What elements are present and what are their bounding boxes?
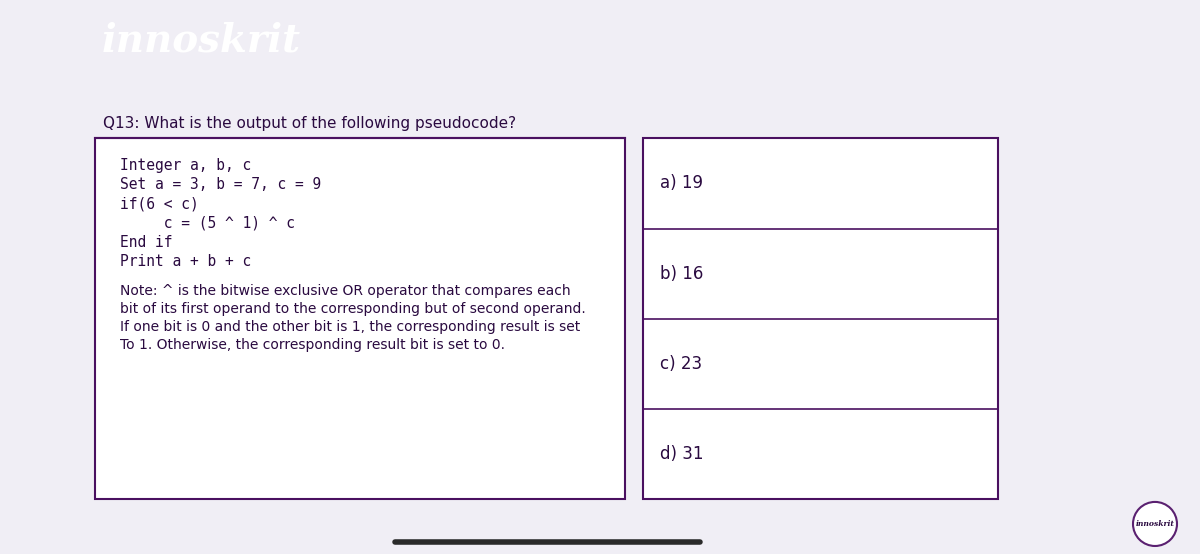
Text: b) 16: b) 16 [660, 265, 703, 283]
Text: Note: ^ is the bitwise exclusive OR operator that compares each: Note: ^ is the bitwise exclusive OR oper… [120, 284, 571, 297]
Text: c = (5 ^ 1) ^ c: c = (5 ^ 1) ^ c [120, 216, 295, 230]
Text: bit of its first operand to the corresponding but of second operand.: bit of its first operand to the correspo… [120, 301, 586, 316]
Text: d) 31: d) 31 [660, 445, 703, 463]
Circle shape [1133, 502, 1177, 546]
Text: innoskrit: innoskrit [1135, 520, 1175, 528]
FancyBboxPatch shape [643, 138, 998, 499]
Text: To 1. Otherwise, the corresponding result bit is set to 0.: To 1. Otherwise, the corresponding resul… [120, 338, 505, 352]
Text: If one bit is 0 and the other bit is 1, the corresponding result is set: If one bit is 0 and the other bit is 1, … [120, 320, 581, 334]
Text: Set a = 3, b = 7, c = 9: Set a = 3, b = 7, c = 9 [120, 177, 322, 192]
Text: a) 19: a) 19 [660, 175, 703, 192]
Text: Print a + b + c: Print a + b + c [120, 254, 251, 269]
Text: Q13: What is the output of the following pseudocode?: Q13: What is the output of the following… [103, 116, 516, 131]
FancyBboxPatch shape [95, 138, 625, 499]
Text: End if: End if [120, 234, 173, 249]
Text: innoskrit: innoskrit [102, 21, 301, 59]
Text: Integer a, b, c: Integer a, b, c [120, 158, 251, 173]
Text: c) 23: c) 23 [660, 355, 702, 373]
Text: if(6 < c): if(6 < c) [120, 197, 199, 212]
